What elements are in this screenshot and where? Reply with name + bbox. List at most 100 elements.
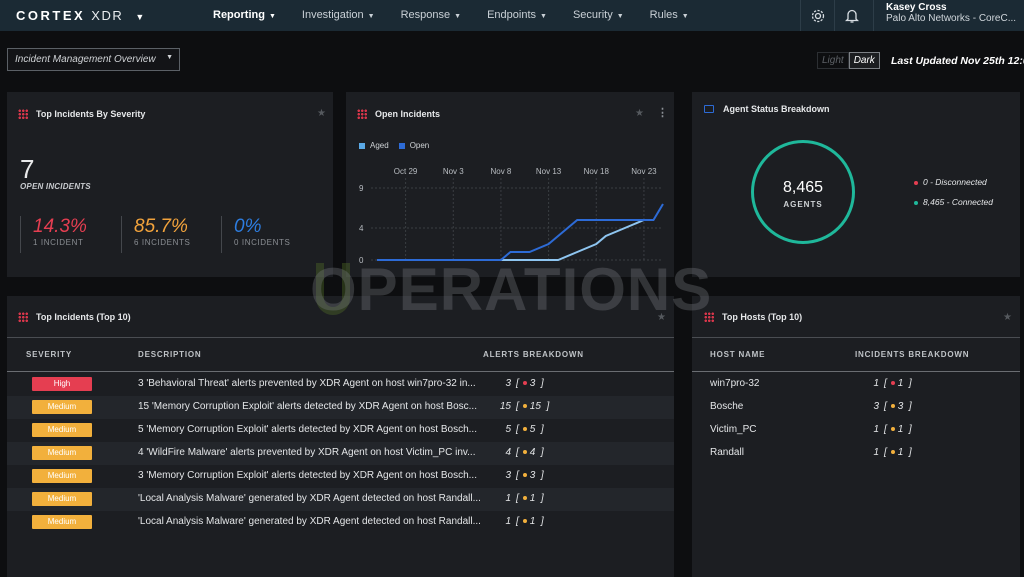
table-row[interactable]: Medium 4 'WildFire Malware' alerts preven…: [7, 442, 674, 465]
divider: [692, 337, 1020, 338]
bracket-open: [: [516, 424, 519, 435]
incidents-total: 1: [873, 447, 879, 458]
cortex-xdr-logo[interactable]: CORTEX XDR ▼: [16, 8, 147, 23]
incidents-count: 3: [897, 401, 904, 412]
severity-dot-icon: [522, 496, 527, 501]
favorite-star-icon[interactable]: ★: [1003, 312, 1012, 323]
incidents-breakdown: 1 [1 ]: [861, 447, 912, 458]
alerts-count: 4: [529, 447, 536, 458]
divider: [7, 337, 674, 338]
table-row[interactable]: Medium 15 'Memory Corruption Exploit' ale…: [7, 396, 674, 419]
severity-low-count: 0 INCIDENTS: [234, 238, 291, 247]
y-tick-label: 4: [359, 224, 364, 233]
table-row[interactable]: win7pro-32 1 [1 ]: [692, 373, 1020, 396]
incidents-count: 1: [897, 424, 904, 435]
severity-stat-high[interactable]: 14.3% 1 INCIDENT: [20, 216, 87, 253]
dashboard-select[interactable]: Incident Management Overview ▼: [7, 48, 180, 71]
host-name[interactable]: Victim_PC: [710, 424, 757, 435]
favorite-star-icon[interactable]: ★: [635, 108, 644, 119]
bracket-close: ]: [903, 447, 912, 458]
nav-response[interactable]: Response ▼: [400, 9, 462, 21]
nav-investigation[interactable]: Investigation ▼: [301, 9, 375, 21]
severity-badge: Medium: [32, 515, 92, 529]
incident-description[interactable]: 'Local Analysis Malware' generated by XD…: [138, 516, 481, 527]
chevron-down-icon[interactable]: ▼: [135, 12, 147, 22]
nav-reporting[interactable]: Reporting ▼: [213, 9, 276, 21]
host-name[interactable]: Bosche: [710, 401, 744, 412]
dashboard-select-value: Incident Management Overview: [15, 54, 156, 65]
nav-rules[interactable]: Rules ▼: [649, 9, 689, 21]
severity-badge: Medium: [32, 469, 92, 483]
dropdown-arrow-icon: ▼: [166, 54, 173, 61]
col-alerts-breakdown[interactable]: ALERTS BREAKDOWN: [483, 350, 584, 359]
table-row[interactable]: High 3 'Behavioral Threat' alerts prevent…: [7, 373, 674, 396]
incident-description[interactable]: 'Local Analysis Malware' generated by XD…: [138, 493, 481, 504]
table-row[interactable]: Bosche 3 [3 ]: [692, 396, 1020, 419]
table-row[interactable]: Medium 5 'Memory Corruption Exploit' aler…: [7, 419, 674, 442]
theme-light-button[interactable]: Light: [817, 52, 849, 69]
main-nav: Reporting ▼ Investigation ▼ Response ▼ Endp…: [213, 9, 715, 21]
col-severity[interactable]: SEVERITY: [26, 350, 72, 359]
table-row[interactable]: Randall 1 [1 ]: [692, 442, 1020, 465]
incidents-grid-icon: [18, 109, 28, 119]
bracket-open: [: [516, 447, 519, 458]
alerts-total: 4: [505, 447, 511, 458]
incident-description[interactable]: 3 'Memory Corruption Exploit' alerts det…: [138, 470, 477, 481]
bracket-open: [: [884, 401, 887, 412]
bracket-close: ]: [535, 493, 544, 504]
col-incidents-breakdown[interactable]: INCIDENTS BREAKDOWN: [855, 350, 970, 359]
severity-panel-title: Top Incidents By Severity: [18, 109, 145, 119]
incidents-count: 1: [897, 378, 904, 389]
table-row[interactable]: Medium 3 'Memory Corruption Exploit' aler…: [7, 465, 674, 488]
incident-description[interactable]: 3 'Behavioral Threat' alerts prevented b…: [138, 378, 476, 389]
alerts-breakdown: 4 [4 ]: [493, 447, 544, 458]
top-incidents-panel: Top Incidents (Top 10) ★: [7, 296, 674, 577]
bracket-close: ]: [535, 470, 544, 481]
favorite-star-icon[interactable]: ★: [317, 108, 326, 119]
agents-donut[interactable]: 8,465 AGENTS: [751, 140, 855, 244]
nav-endpoints[interactable]: Endpoints ▼: [487, 9, 547, 21]
severity-dot-icon: [890, 450, 895, 455]
incident-description[interactable]: 5 'Memory Corruption Exploit' alerts det…: [138, 424, 477, 435]
incident-description[interactable]: 15 'Memory Corruption Exploit' alerts de…: [138, 401, 477, 412]
severity-dot-icon: [522, 381, 527, 386]
x-tick-label: Nov 3: [443, 167, 464, 176]
severity-stat-medium[interactable]: 85.7% 6 INCIDENTS: [121, 216, 190, 253]
table-row[interactable]: Medium 'Local Analysis Malware' generated…: [7, 511, 674, 534]
host-name[interactable]: Randall: [710, 447, 744, 458]
severity-dot-icon: [890, 427, 895, 432]
col-description[interactable]: DESCRIPTION: [138, 350, 202, 359]
more-options-icon[interactable]: ⋮: [657, 107, 668, 119]
favorite-star-icon[interactable]: ★: [657, 312, 666, 323]
alerts-count: 3: [529, 470, 536, 481]
alerts-count: 15: [529, 401, 541, 412]
legend-item-aged: Aged: [359, 141, 389, 150]
settings-gear-icon[interactable]: [800, 0, 834, 31]
incidents-breakdown: 1 [1 ]: [861, 424, 911, 435]
x-tick-label: Nov 13: [536, 167, 562, 176]
notifications-bell-icon[interactable]: [834, 0, 868, 31]
top-incidents-title: Top Incidents (Top 10): [18, 312, 131, 322]
bracket-close: ]: [903, 401, 912, 412]
incidents-total: 1: [873, 424, 879, 435]
table-row[interactable]: Victim_PC 1 [1 ]: [692, 419, 1020, 442]
x-tick-label: Nov 8: [490, 167, 511, 176]
user-menu[interactable]: Kasey Cross Palo Alto Networks - CoreC..…: [873, 0, 1024, 31]
alerts-breakdown: 3 [3 ]: [493, 378, 543, 389]
host-name[interactable]: win7pro-32: [710, 378, 760, 389]
bracket-open: [: [516, 378, 519, 389]
alerts-total: 3: [505, 470, 511, 481]
bracket-close: ]: [535, 447, 544, 458]
nav-security[interactable]: Security ▼: [572, 9, 624, 21]
severity-stat-low[interactable]: 0% 0 INCIDENTS: [221, 216, 290, 253]
bracket-open: [: [884, 378, 887, 389]
theme-dark-button[interactable]: Dark: [848, 52, 880, 69]
x-tick-label: Oct 29: [394, 167, 418, 176]
series-line-open: [377, 203, 664, 261]
alerts-breakdown: 1 [1 ]: [493, 493, 544, 504]
col-host-name[interactable]: HOST NAME: [710, 350, 766, 359]
severity-dot-icon: [522, 473, 527, 478]
severity-dot-icon: [890, 381, 895, 386]
table-row[interactable]: Medium 'Local Analysis Malware' generated…: [7, 488, 674, 511]
incident-description[interactable]: 4 'WildFire Malware' alerts prevented by…: [138, 447, 476, 458]
